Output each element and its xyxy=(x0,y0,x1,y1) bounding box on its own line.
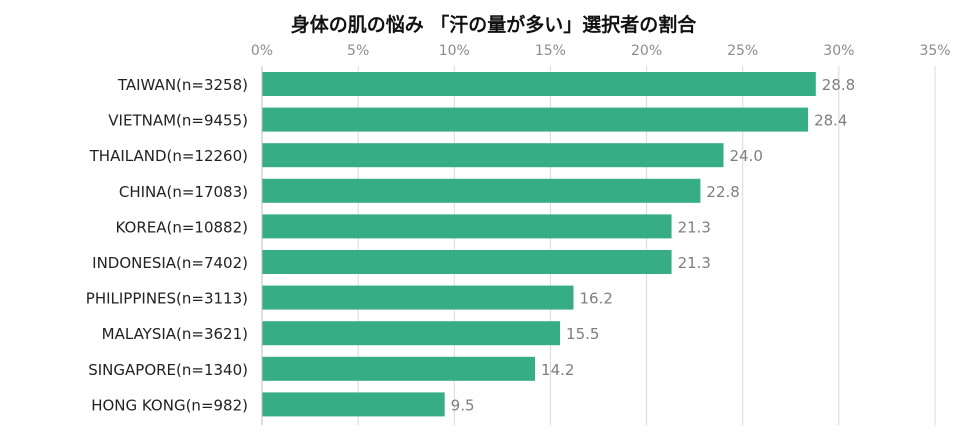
data-label: 28.4 xyxy=(814,112,847,130)
category-label: THAILAND(n=12260) xyxy=(89,147,248,165)
x-tick-label: 10% xyxy=(439,43,470,59)
x-tick-label: 15% xyxy=(535,43,566,59)
category-label: TAIWAN(n=3258) xyxy=(117,76,248,94)
bar xyxy=(262,392,445,417)
category-label: HONG KONG(n=982) xyxy=(91,396,248,414)
data-label: 16.2 xyxy=(580,290,613,308)
category-label: SINGAPORE(n=1340) xyxy=(88,361,248,379)
bar xyxy=(262,250,672,274)
bar xyxy=(262,285,574,310)
category-label: KOREA(n=10882) xyxy=(116,218,248,236)
x-tick-label: 0% xyxy=(251,43,273,59)
bar xyxy=(262,321,561,346)
data-label: 15.5 xyxy=(566,325,599,343)
data-label: 28.8 xyxy=(822,76,855,94)
bar xyxy=(262,178,701,203)
category-label: VIETNAM(n=9455) xyxy=(108,112,248,130)
data-label: 21.3 xyxy=(678,254,711,272)
x-tick-label: 25% xyxy=(727,43,758,59)
x-tick-label: 20% xyxy=(631,43,662,59)
bar xyxy=(262,143,724,168)
x-tick-label: 5% xyxy=(347,43,369,59)
chart-title: 身体の肌の悩み 「汗の量が多い」選択者の割合 xyxy=(290,14,697,36)
category-label: PHILIPPINES(n=3113) xyxy=(86,290,248,308)
data-label: 24.0 xyxy=(729,147,762,165)
bar xyxy=(262,72,816,96)
category-label: MALAYSIA(n=3621) xyxy=(102,325,248,343)
bar xyxy=(262,107,809,132)
data-label: 9.5 xyxy=(451,396,475,414)
category-label: INDONESIA(n=7402) xyxy=(92,254,248,272)
category-label: CHINA(n=17083) xyxy=(119,183,248,201)
x-tick-label: 35% xyxy=(919,43,950,59)
data-label: 21.3 xyxy=(678,218,711,236)
bar xyxy=(262,356,536,381)
x-tick-label: 30% xyxy=(823,43,854,59)
data-label: 14.2 xyxy=(541,361,574,379)
bar xyxy=(262,214,672,239)
data-label: 22.8 xyxy=(706,183,739,201)
